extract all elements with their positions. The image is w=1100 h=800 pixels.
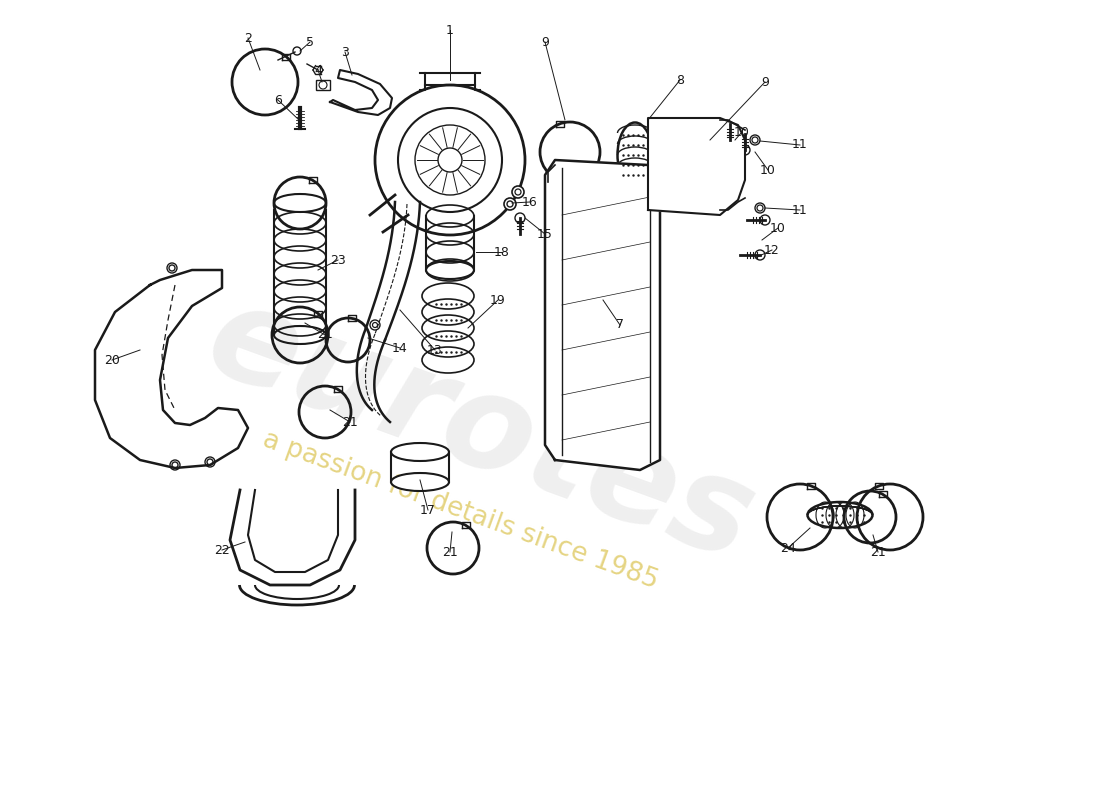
Circle shape (512, 186, 524, 198)
Text: 11: 11 (792, 203, 807, 217)
Text: 20: 20 (104, 354, 120, 366)
Circle shape (740, 145, 750, 155)
Text: 9: 9 (541, 35, 549, 49)
Text: a passion for details since 1985: a passion for details since 1985 (258, 426, 661, 594)
Text: 7: 7 (616, 318, 624, 331)
Text: 24: 24 (780, 542, 796, 554)
Text: 10: 10 (734, 126, 750, 138)
Text: 21: 21 (870, 546, 886, 558)
Text: 10: 10 (770, 222, 785, 234)
Circle shape (504, 198, 516, 210)
Text: 17: 17 (420, 503, 436, 517)
Text: 1: 1 (447, 23, 454, 37)
Text: 8: 8 (676, 74, 684, 86)
Text: 12: 12 (764, 243, 780, 257)
Text: 21: 21 (342, 415, 358, 429)
Text: 14: 14 (392, 342, 408, 354)
Polygon shape (544, 160, 660, 470)
Circle shape (205, 457, 214, 467)
Text: 15: 15 (537, 227, 553, 241)
Text: 3: 3 (341, 46, 349, 58)
Text: 18: 18 (494, 246, 510, 258)
Circle shape (370, 320, 379, 330)
Polygon shape (330, 70, 392, 115)
Circle shape (760, 215, 770, 225)
Text: eurotes: eurotes (190, 273, 770, 587)
Text: 21: 21 (317, 329, 333, 342)
Text: 16: 16 (522, 195, 538, 209)
Text: 21: 21 (442, 546, 458, 558)
Text: 22: 22 (214, 543, 230, 557)
Text: 2: 2 (244, 31, 252, 45)
Circle shape (515, 213, 525, 223)
Text: 11: 11 (792, 138, 807, 151)
Circle shape (750, 135, 760, 145)
Polygon shape (95, 270, 248, 468)
Circle shape (755, 250, 764, 260)
Circle shape (167, 263, 177, 273)
Text: 6: 6 (274, 94, 282, 106)
Ellipse shape (390, 473, 449, 491)
FancyBboxPatch shape (316, 80, 330, 90)
Text: 13: 13 (427, 343, 443, 357)
Text: 10: 10 (760, 163, 775, 177)
Text: 23: 23 (330, 254, 345, 266)
Polygon shape (648, 118, 745, 215)
Circle shape (725, 135, 735, 145)
Circle shape (170, 460, 180, 470)
Circle shape (755, 203, 764, 213)
Text: 5: 5 (306, 35, 313, 49)
Text: 4: 4 (315, 63, 322, 77)
Text: 19: 19 (491, 294, 506, 306)
Text: 9: 9 (761, 75, 769, 89)
